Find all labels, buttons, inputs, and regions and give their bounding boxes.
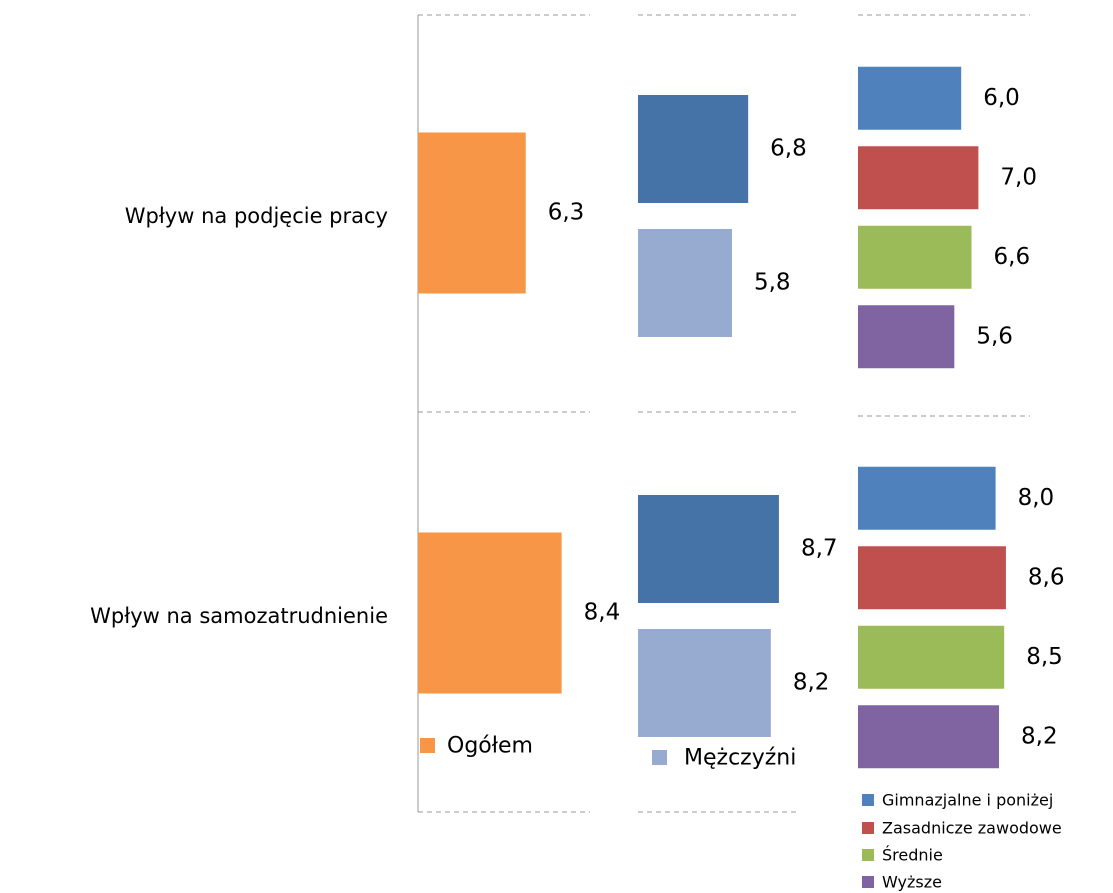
bar: [858, 705, 1000, 769]
bar: [638, 629, 771, 737]
value-label: 8,2: [1021, 723, 1058, 749]
value-label: 6,0: [983, 85, 1020, 111]
bar: [638, 229, 732, 337]
value-label: 8,2: [793, 670, 830, 696]
legend-label: Zasadnicze zawodowe: [882, 819, 1062, 838]
bar: [418, 532, 562, 694]
bar: [858, 546, 1006, 610]
legend-label: Ogółem: [447, 734, 533, 759]
category-label: Wpływ na podjęcie pracy: [125, 204, 388, 228]
legend-swatch: [862, 794, 874, 806]
legend-swatch: [420, 738, 435, 753]
value-label: 6,8: [770, 136, 807, 162]
value-label: 5,8: [754, 270, 791, 296]
value-label: 8,7: [801, 536, 838, 562]
legend-swatch: [862, 876, 874, 888]
bar: [858, 466, 996, 530]
legend-label: Mężczyźni: [684, 746, 796, 771]
legend-label: Wyższe: [882, 873, 942, 892]
value-label: 6,3: [548, 200, 585, 226]
legend-swatch: [652, 750, 667, 765]
value-label: 5,6: [976, 323, 1013, 349]
value-label: 8,6: [1028, 564, 1065, 590]
value-label: 8,0: [1018, 485, 1055, 511]
legend-swatch: [862, 849, 874, 861]
category-label: Wpływ na samozatrudnienie: [90, 604, 388, 628]
bar: [858, 625, 1005, 689]
legend-label: Średnie: [882, 846, 943, 865]
value-label: 8,5: [1026, 644, 1063, 670]
value-label: 7,0: [1000, 164, 1037, 190]
value-label: 8,4: [584, 600, 621, 626]
bar: [418, 132, 526, 294]
bar: [858, 66, 962, 130]
bar: [858, 146, 979, 210]
bar: [638, 95, 749, 203]
legend-swatch: [862, 822, 874, 834]
bar: [638, 495, 779, 603]
bar: [858, 305, 955, 369]
legend-label: Gimnazjalne i poniżej: [882, 791, 1053, 810]
bar: [858, 225, 972, 289]
value-label: 6,6: [994, 244, 1031, 270]
